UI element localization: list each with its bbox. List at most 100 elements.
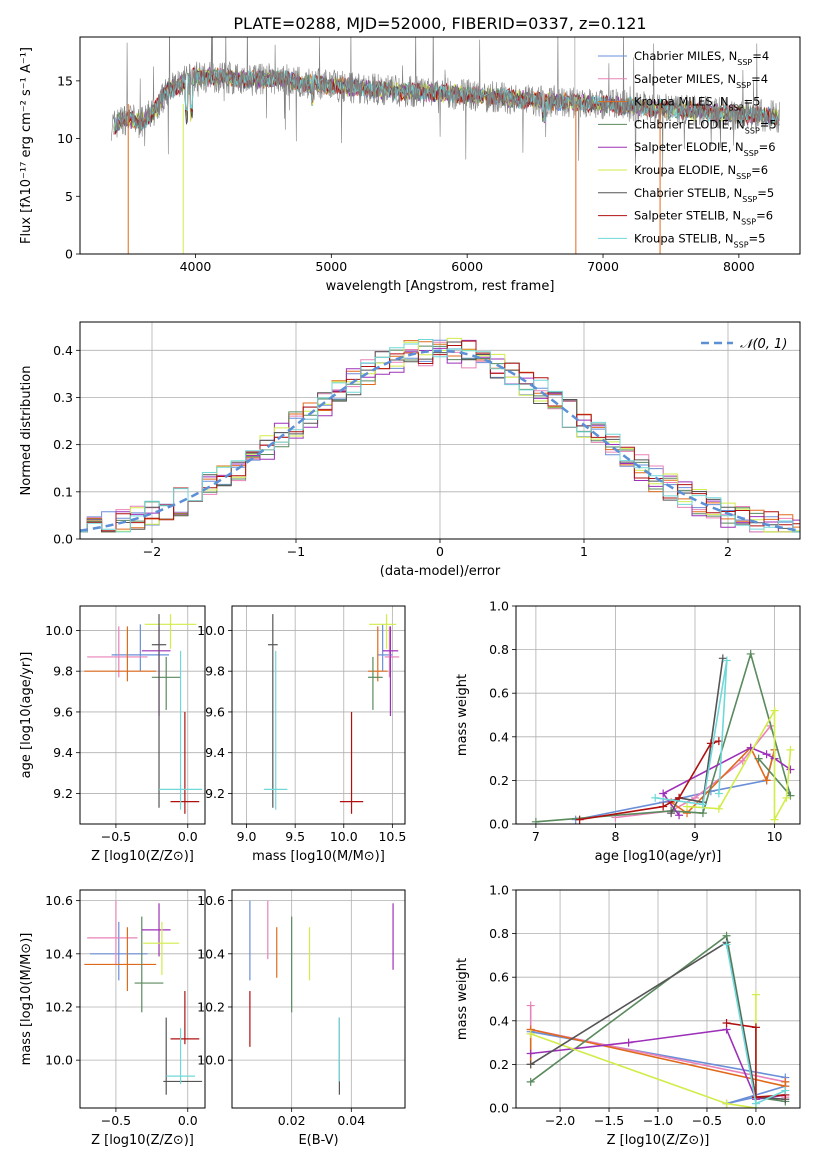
legend-subscript: SSP [742, 194, 757, 203]
y-tick-label: 0.0 [489, 1101, 509, 1116]
weight-point-marker [526, 1029, 535, 1038]
axes-frame: 0.02 0.04 10.0 10.2 10.4 10.6 E(B-V) [197, 889, 406, 1148]
y-tick-label: 9.2 [205, 786, 225, 801]
y-tick-label: 9.8 [205, 664, 225, 679]
y-tick-label: 0.2 [489, 1057, 509, 1072]
y-tick-label: 1.0 [489, 883, 509, 898]
weight-point-marker [781, 1086, 790, 1095]
x-tick-label: 6000 [451, 259, 483, 274]
legend-subscript: SSP [741, 217, 756, 226]
y-tick-label: 10.2 [197, 999, 225, 1014]
y-tick-label: 15 [57, 73, 73, 88]
y-tick-label: 9.2 [53, 786, 73, 801]
axes-border [79, 605, 206, 825]
y-tick-label: 0.1 [53, 484, 73, 499]
y-tick-label: 9.4 [205, 745, 225, 760]
weight-point-marker [722, 940, 731, 949]
axes-border [231, 889, 406, 1109]
legend-entry-label: Salpeter STELIB, NSSP=6 [634, 209, 773, 227]
legend-subscript: SSP [734, 240, 749, 249]
weight-point-marker [722, 1018, 731, 1027]
subplot-age-vs-mass: 9.0 9.5 10.0 10.5 9.2 9.4 9.6 9.8 10.0 mass [log1… [197, 605, 406, 864]
legend-entry-label: Salpeter ELODIE, NSSP=6 [634, 140, 776, 158]
weight-series [683, 706, 795, 824]
x-tick-label: −0.5 [101, 829, 131, 844]
weight-series-line [662, 746, 791, 816]
error-bar-point [369, 614, 397, 649]
y-tick-label: 0.4 [489, 1013, 509, 1028]
y-tick-label: 10.6 [197, 893, 225, 908]
y-axis-label: Flux [fλ10⁻¹⁷ erg cm⁻² s⁻¹ A⁻¹] [19, 47, 34, 244]
weight-point-marker [762, 750, 771, 759]
observed-spectrum-line [110, 37, 780, 173]
legend-nssp-value: =6 [759, 140, 776, 154]
x-tick-label: 0.04 [337, 1113, 365, 1128]
subplot-residuals: −2 −1 0 1 2 0.0 0.1 0.2 0.3 0.4 (data-model)/error… [19, 321, 801, 579]
weight-series [722, 940, 790, 1108]
weight-point-marker [718, 654, 727, 663]
gaussian-curve [80, 349, 800, 532]
subplot-spectrum: 4000 5000 6000 7000 8000 0 5 10 15 wavelength [An… [19, 36, 801, 294]
y-tick-label: 10.0 [197, 1053, 225, 1068]
x-axis-label: mass [log10(M/M⊙)] [252, 849, 385, 864]
axes-frame: 4000 5000 6000 7000 8000 0 5 10 15 wavelength [An… [19, 36, 801, 294]
y-tick-label: 10.4 [197, 946, 225, 961]
weight-point-marker [770, 706, 779, 715]
residual-histogram-step [80, 340, 800, 533]
axes-frame: −0.5 0.0 10.0 10.2 10.4 10.6 Z [log10(Z/Z⊙)] ma… [19, 889, 206, 1148]
weight-point-marker [786, 765, 795, 774]
weight-point-marker [659, 789, 668, 798]
y-tick-label: 10.0 [45, 1053, 73, 1068]
legend-nssp-value: =5 [744, 95, 761, 109]
error-bar-point [170, 711, 200, 814]
y-axis-label: mass weight [455, 958, 470, 1040]
x-tick-label: 10 [767, 829, 783, 844]
axes-border [79, 36, 801, 255]
error-bar-point [84, 626, 157, 682]
weight-point-marker [526, 1077, 535, 1086]
legend-entry-label: Chabrier STELIB, NSSP=5 [634, 186, 774, 204]
error-bar-point [87, 900, 138, 965]
residual-histogram-step [80, 341, 800, 533]
weight-series-line [686, 707, 792, 820]
x-tick-label: 9 [691, 829, 699, 844]
y-tick-label: 5 [65, 189, 73, 204]
plot-area [531, 649, 795, 824]
weight-point-marker [526, 1049, 535, 1058]
x-tick-label: 2 [724, 544, 732, 559]
y-axis-label: mass weight [455, 674, 470, 756]
x-tick-label: 7 [532, 829, 540, 844]
x-tick-label: 7000 [587, 259, 619, 274]
x-axis-label: Z [log10(Z/Z⊙)] [91, 849, 194, 864]
weight-point-marker [751, 990, 760, 999]
legend-nssp-value: =5 [749, 231, 766, 245]
axes-border [515, 605, 801, 825]
weight-point-marker [714, 789, 723, 798]
x-tick-label: 0.02 [278, 1113, 306, 1128]
error-bar-point [144, 614, 197, 649]
legend-subscript: SSP [729, 103, 744, 112]
residual-histogram-step [80, 339, 800, 533]
x-axis-label: Z [log10(Z/Z⊙)] [607, 1133, 710, 1148]
x-tick-label: 0.0 [746, 1113, 766, 1128]
legend-entry-label: Kroupa STELIB, NSSP=5 [634, 231, 765, 249]
weight-point-marker [751, 1099, 760, 1108]
y-tick-label: 10.4 [45, 946, 73, 961]
plot-area [249, 900, 394, 1095]
axes-frame: −2 −1 0 1 2 0.0 0.1 0.2 0.3 0.4 (data-model)/error… [19, 321, 801, 579]
weight-point-marker [683, 802, 692, 811]
y-tick-label: 0.0 [489, 817, 509, 832]
weight-point-marker [526, 1001, 535, 1010]
weight-point-marker [762, 776, 771, 785]
legend-subscript: SSP [736, 80, 751, 89]
plot-area [84, 614, 203, 814]
axes-border [79, 889, 206, 1109]
x-axis-label: wavelength [Angstrom, rest frame] [326, 279, 555, 294]
y-tick-label: 1.0 [489, 599, 509, 614]
y-tick-label: 9.6 [205, 704, 225, 719]
weight-point-marker [667, 809, 676, 818]
weight-point-marker [531, 817, 540, 824]
weight-point-marker [675, 811, 684, 820]
y-tick-label: 0.8 [489, 642, 509, 657]
